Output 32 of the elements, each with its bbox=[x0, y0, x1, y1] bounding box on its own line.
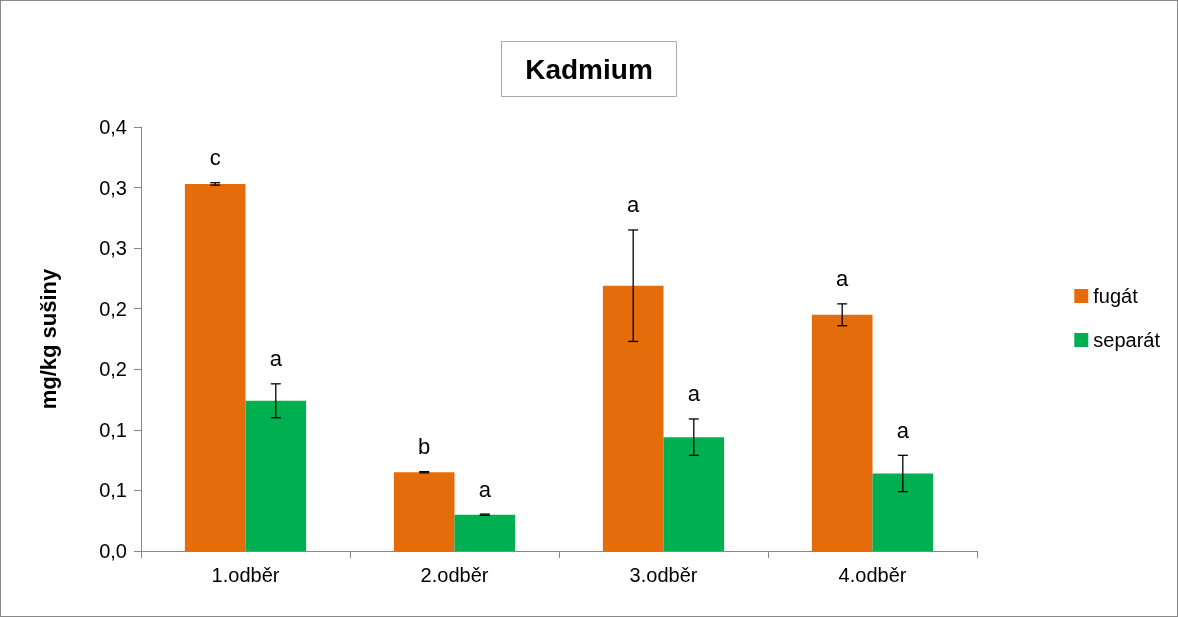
data-label: a bbox=[627, 192, 641, 218]
chart-title: Kadmium bbox=[525, 53, 653, 85]
legend-label: separát bbox=[1093, 329, 1161, 351]
legend-label: fugát bbox=[1093, 285, 1139, 307]
x-tick-label: 2.odběr bbox=[420, 564, 489, 586]
bar bbox=[872, 473, 934, 551]
data-label: a bbox=[269, 346, 283, 372]
y-tick-label: 0,1 bbox=[99, 479, 127, 502]
bar bbox=[245, 400, 307, 551]
bar bbox=[811, 314, 873, 551]
data-label: c bbox=[209, 145, 221, 171]
y-tick-label: 0,3 bbox=[99, 176, 127, 199]
x-tick-label: 4.odběr bbox=[838, 564, 907, 586]
y-tick-label: 0,4 bbox=[99, 116, 127, 138]
bar bbox=[602, 285, 664, 551]
y-axis-title: mg/kg sušiny bbox=[35, 267, 61, 410]
y-tick-label: 0,3 bbox=[99, 237, 127, 260]
data-label: a bbox=[687, 381, 701, 407]
y-tick-label: 0,2 bbox=[99, 358, 127, 381]
y-tick-label: 0,0 bbox=[99, 540, 127, 562]
y-tick-label: 0,1 bbox=[99, 418, 127, 441]
bar bbox=[393, 472, 455, 551]
data-label: b bbox=[418, 434, 431, 460]
y-tick-label: 0,2 bbox=[99, 297, 127, 320]
data-label: a bbox=[836, 266, 850, 292]
x-tick-label: 3.odběr bbox=[629, 564, 698, 586]
data-label: a bbox=[478, 476, 492, 502]
x-tick-label: 1.odběr bbox=[211, 564, 280, 586]
bar bbox=[663, 437, 725, 551]
bar bbox=[454, 514, 516, 551]
data-label: a bbox=[896, 417, 910, 443]
bar bbox=[184, 183, 246, 551]
